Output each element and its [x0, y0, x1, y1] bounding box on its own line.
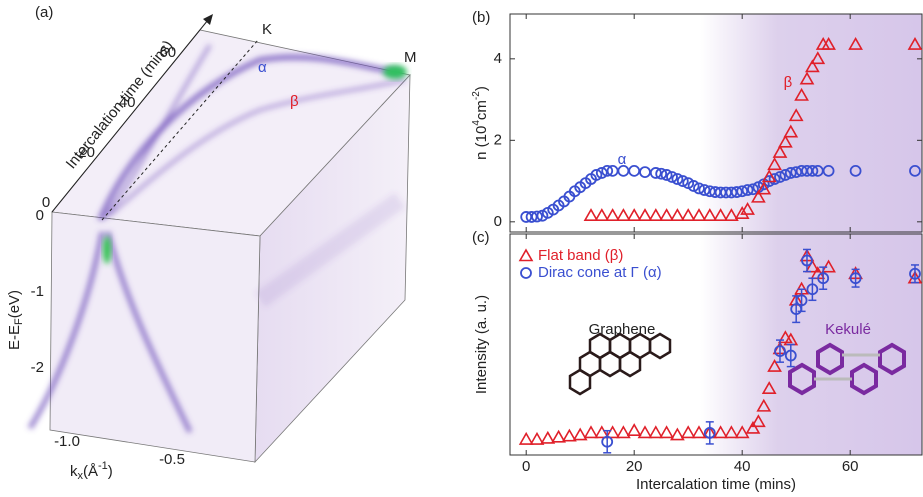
y-tick-label: 0: [494, 213, 502, 230]
legend-label: Dirac cone at Γ (α): [538, 264, 662, 281]
panel-label: (b): [472, 9, 490, 26]
alpha-label: α: [258, 59, 267, 76]
label-part: (eV): [6, 290, 23, 318]
arpes-block: [30, 14, 410, 462]
data-point: [629, 166, 639, 176]
data-point: [639, 427, 651, 438]
annotation: β: [784, 74, 793, 91]
legend-label: Flat band (β): [538, 247, 623, 264]
data-point: [639, 210, 651, 221]
x-tick-label: 40: [734, 458, 751, 475]
data-point: [607, 427, 619, 438]
data-point: [596, 427, 608, 438]
legend-marker: [521, 268, 531, 278]
data-point: [661, 427, 673, 438]
x-tick-label: 0: [522, 458, 530, 475]
data-point: [628, 425, 640, 436]
label-part: ): [108, 463, 113, 480]
data-point: [520, 434, 532, 445]
data-point: [585, 210, 597, 221]
x-tick-label: 20: [626, 458, 643, 475]
data-point: [682, 427, 694, 438]
panel-label: (c): [472, 229, 490, 246]
label-part: (Å: [83, 463, 98, 480]
data-point: [628, 210, 640, 221]
y-axis-label: n (104cm-2): [471, 86, 490, 160]
kekule-label: Kekulé: [825, 321, 871, 338]
k-point-label: K: [262, 21, 272, 38]
beta-label: β: [290, 93, 299, 110]
k-tick-label: -1.0: [54, 433, 80, 450]
y-tick-label: 2: [494, 131, 502, 148]
panel-label: (a): [35, 4, 53, 21]
m-point-label: M: [404, 49, 417, 66]
data-point: [682, 210, 694, 221]
energy-axis-label: E-EF(eV): [6, 290, 25, 350]
label-part: -1: [98, 460, 108, 472]
graphene-icon: [570, 334, 670, 394]
energy-tick-label: -2: [31, 359, 44, 376]
label-part: E-E: [6, 325, 23, 350]
legend-marker: [520, 250, 532, 261]
data-point: [617, 210, 629, 221]
figure: (a) Intercalation time (mins) K M α β E-…: [0, 0, 923, 497]
k-tick-label: -0.5: [159, 451, 185, 468]
data-point: [596, 210, 608, 221]
time-tick-label: 40: [119, 94, 136, 111]
label-part: n (10: [473, 126, 490, 160]
k-axis-label: kx(Å-1): [70, 460, 113, 482]
x-tick-label: 60: [842, 458, 859, 475]
data-point: [650, 210, 662, 221]
time-tick-label: 20: [78, 144, 95, 161]
energy-tick-label: 0: [36, 207, 44, 224]
label-part: ): [473, 86, 490, 91]
graphene-label: Graphene: [589, 321, 656, 338]
data-point: [661, 210, 673, 221]
label-part: cm: [473, 100, 490, 120]
data-point: [585, 427, 597, 438]
data-point: [640, 167, 650, 177]
data-point: [607, 210, 619, 221]
y-tick-label: 4: [494, 50, 502, 67]
time-tick-label: 60: [159, 44, 176, 61]
data-point: [671, 210, 683, 221]
y-axis-label: Intensity (a. u.): [473, 295, 490, 394]
x-axis-label: Intercalation time (mins): [636, 476, 796, 493]
energy-tick-label: -1: [31, 283, 44, 300]
data-point: [650, 427, 662, 438]
